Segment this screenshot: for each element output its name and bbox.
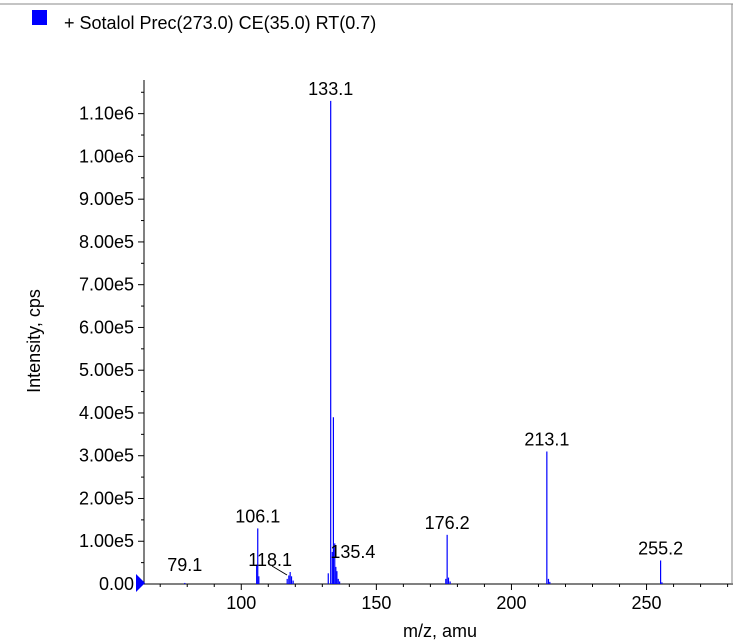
peak-label: 176.2	[425, 513, 470, 533]
y-tick-label: 4.00e5	[79, 403, 134, 423]
legend-swatch[interactable]	[32, 10, 47, 25]
y-tick-label: 0.00	[99, 574, 134, 594]
peak-label: 135.4	[330, 542, 375, 562]
legend-label: + Sotalol Prec(273.0) CE(35.0) RT(0.7)	[64, 13, 376, 33]
y-axis-title: Intensity, cps	[24, 289, 44, 393]
y-tick-label: 2.00e5	[79, 488, 134, 508]
x-axis-title: m/z, amu	[403, 621, 477, 641]
label-leader-118	[271, 565, 288, 576]
y-tick-label: 8.00e5	[79, 232, 134, 252]
y-tick-label: 9.00e5	[79, 189, 134, 209]
peak-label: 118.1	[248, 550, 292, 570]
x-tick-label: 200	[496, 593, 526, 613]
y-tick-label: 1.10e6	[79, 104, 134, 124]
y-tick-label: 7.00e5	[79, 275, 134, 295]
x-tick-label: 250	[632, 593, 662, 613]
peak-label: 255.2	[638, 538, 683, 558]
peak-label: 79.1	[167, 555, 202, 575]
y-tick-label: 1.00e5	[79, 531, 134, 551]
peak-label: 213.1	[524, 429, 569, 449]
y-tick-label: 5.00e5	[79, 360, 134, 380]
y-tick-label: 6.00e5	[79, 317, 134, 337]
y-tick-label: 1.00e6	[79, 146, 134, 166]
peak-label: 133.1	[308, 79, 353, 99]
x-tick-label: 100	[226, 593, 256, 613]
x-tick-label: 150	[361, 593, 391, 613]
y-tick-label: 3.00e5	[79, 446, 134, 466]
baseline-marker-icon[interactable]	[136, 574, 145, 592]
peak-label: 106.1	[235, 506, 280, 526]
